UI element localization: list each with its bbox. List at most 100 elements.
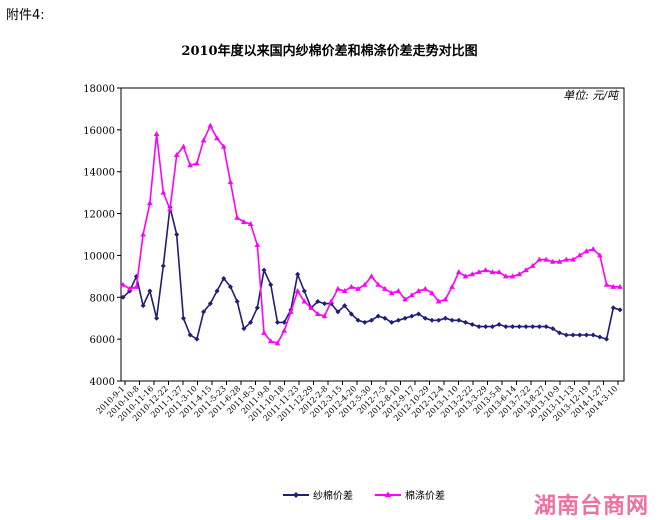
data-point <box>583 248 590 254</box>
data-point <box>449 317 455 323</box>
data-point <box>483 324 489 330</box>
data-point <box>247 221 254 227</box>
data-point <box>180 315 186 321</box>
data-point <box>583 332 589 338</box>
plot-area <box>120 87 625 382</box>
data-point <box>227 179 234 185</box>
chart-title: 2010年度以来国内纱棉价差和棉涤价差走势对比图 <box>181 44 478 59</box>
data-point <box>220 143 227 149</box>
data-point <box>469 271 476 277</box>
data-point <box>281 327 287 333</box>
data-point <box>314 311 321 317</box>
data-point <box>550 326 556 332</box>
data-point <box>194 160 200 166</box>
data-point <box>254 241 261 247</box>
data-point <box>261 267 267 273</box>
y-tick-label: 16000 <box>83 126 115 137</box>
data-point <box>597 252 603 258</box>
data-point <box>274 319 280 325</box>
data-point <box>120 281 126 287</box>
data-point <box>389 319 395 325</box>
data-point <box>234 214 240 220</box>
data-point <box>469 321 475 327</box>
data-point <box>194 336 200 342</box>
data-point <box>207 301 213 307</box>
data-point <box>617 307 623 313</box>
data-point <box>160 263 166 269</box>
y-axis: 4000 6000 8000 10000 12000 14000 16000 18000 <box>83 84 121 388</box>
data-point <box>536 256 543 262</box>
data-point <box>408 292 415 298</box>
data-point <box>341 288 348 294</box>
data-point <box>577 332 583 338</box>
watermark-text: 湖南台商网 <box>533 494 649 519</box>
data-point <box>167 206 173 212</box>
data-point <box>449 283 455 289</box>
data-point <box>550 258 556 264</box>
data-point <box>321 301 327 307</box>
data-point <box>523 267 529 273</box>
data-point <box>147 200 153 206</box>
data-point <box>201 309 207 315</box>
data-point <box>120 294 126 300</box>
data-point <box>422 285 429 291</box>
legend-label: 纱棉价差 <box>313 489 353 502</box>
data-point <box>348 283 355 289</box>
data-point <box>496 269 502 275</box>
data-point <box>301 288 307 294</box>
data-point <box>557 330 563 336</box>
data-point <box>456 317 462 323</box>
data-point <box>342 303 348 309</box>
data-point <box>254 305 260 311</box>
data-point <box>429 317 435 323</box>
data-point <box>503 273 509 279</box>
data-point <box>261 329 267 335</box>
y-tick-label: 4000 <box>90 377 115 388</box>
data-point <box>409 313 415 319</box>
data-point <box>456 269 462 275</box>
attachment-label: 附件4: <box>6 8 45 23</box>
legend-label: 棉涤价差 <box>405 489 445 502</box>
data-point <box>375 281 382 287</box>
data-point <box>476 269 482 275</box>
data-point <box>496 321 502 327</box>
data-point <box>536 324 542 330</box>
y-tick-label: 10000 <box>83 251 115 262</box>
data-point <box>489 324 495 330</box>
data-point <box>543 256 549 262</box>
data-point <box>435 298 442 304</box>
data-point <box>133 283 140 289</box>
data-point <box>610 305 616 311</box>
data-point <box>200 137 207 143</box>
data-point <box>234 298 240 304</box>
data-point <box>597 334 603 340</box>
data-point <box>402 315 408 321</box>
data-point <box>510 324 516 330</box>
data-point <box>321 313 328 319</box>
y-tick-label: 6000 <box>90 335 115 346</box>
data-point <box>335 309 341 315</box>
data-point <box>610 283 617 289</box>
data-point <box>187 332 193 338</box>
y-tick-label: 18000 <box>83 84 115 95</box>
data-point <box>563 332 569 338</box>
data-point <box>126 285 133 291</box>
data-point <box>375 313 381 319</box>
data-point <box>462 273 469 279</box>
data-point <box>516 324 522 330</box>
data-point <box>368 273 375 279</box>
data-point <box>395 317 401 323</box>
y-tick-label: 12000 <box>83 210 115 221</box>
legend-marker <box>293 492 299 498</box>
data-point <box>529 262 536 268</box>
legend-marker <box>384 491 392 498</box>
data-point <box>382 315 388 321</box>
data-point <box>603 281 610 287</box>
data-point <box>388 290 395 296</box>
data-point <box>335 285 341 291</box>
data-point <box>590 246 596 252</box>
data-point <box>369 317 374 323</box>
data-point <box>395 288 402 294</box>
data-point <box>207 122 214 128</box>
